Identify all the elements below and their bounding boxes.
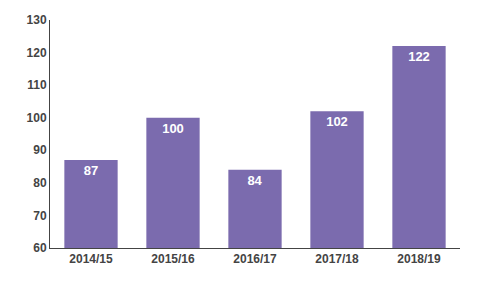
svg-text:87: 87 xyxy=(84,163,98,178)
svg-text:110: 110 xyxy=(27,78,47,92)
svg-text:2015/16: 2015/16 xyxy=(151,252,195,266)
svg-text:2017/18: 2017/18 xyxy=(315,252,359,266)
svg-text:122: 122 xyxy=(408,49,430,64)
svg-text:84: 84 xyxy=(247,173,262,188)
svg-text:130: 130 xyxy=(27,13,47,27)
svg-text:102: 102 xyxy=(326,114,348,129)
svg-text:2018/19: 2018/19 xyxy=(397,252,441,266)
svg-text:2014/15: 2014/15 xyxy=(69,252,113,266)
svg-text:2016/17: 2016/17 xyxy=(233,252,277,266)
svg-text:120: 120 xyxy=(27,46,47,60)
svg-text:100: 100 xyxy=(27,111,47,125)
svg-text:100: 100 xyxy=(162,121,184,136)
svg-text:80: 80 xyxy=(33,176,47,190)
svg-text:60: 60 xyxy=(33,241,47,255)
svg-text:70: 70 xyxy=(33,209,47,223)
svg-text:90: 90 xyxy=(33,143,47,157)
